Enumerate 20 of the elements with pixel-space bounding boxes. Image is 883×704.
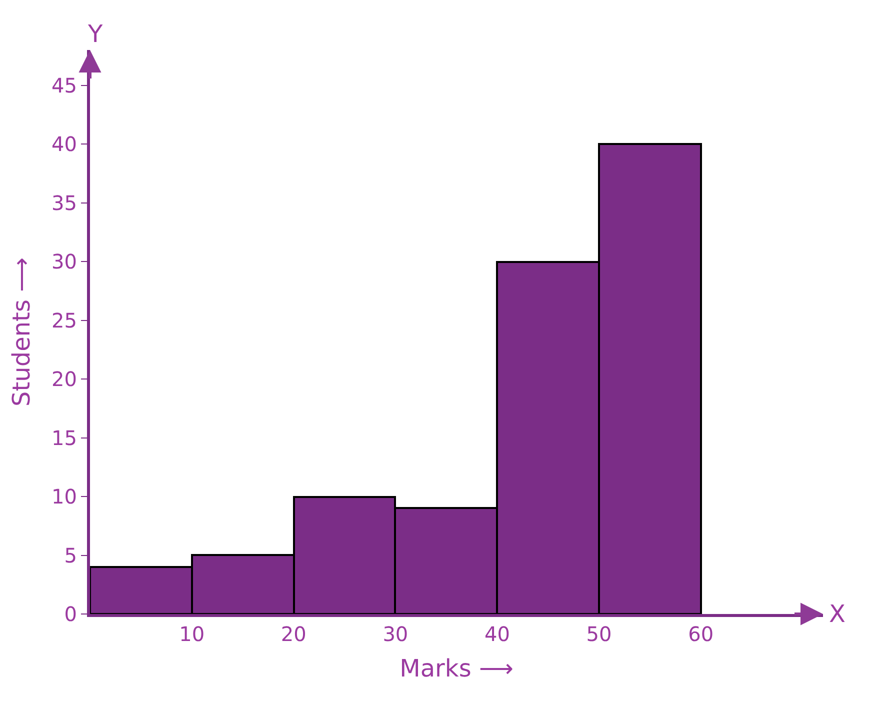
y-tick-label: 25 [52, 308, 77, 332]
x-tick-label: 60 [688, 622, 714, 646]
x-axis-title: Marks ⟶ [400, 654, 514, 682]
x-tick-label: 50 [586, 622, 612, 646]
y-tick-label: 0 [64, 602, 77, 626]
x-tick-label: 40 [484, 622, 510, 646]
y-tick-label: 40 [52, 132, 77, 156]
y-tick-label: 35 [52, 190, 77, 215]
y-tick-label: 5 [64, 543, 77, 568]
text: X [829, 600, 846, 628]
y-axis-title: Students ⟶ [8, 257, 36, 407]
x-tick-label: 20 [280, 622, 306, 646]
text: Y [87, 20, 103, 48]
y-tick-label: 10 [52, 484, 77, 508]
y-tick-label: 45 [52, 73, 77, 98]
y-tick-label: 20 [52, 367, 77, 391]
x-tick-label: 30 [382, 622, 408, 646]
y-tick-label: 15 [52, 426, 77, 450]
y-tick-label: 30 [52, 250, 77, 274]
x-tick-label: 10 [179, 622, 205, 646]
